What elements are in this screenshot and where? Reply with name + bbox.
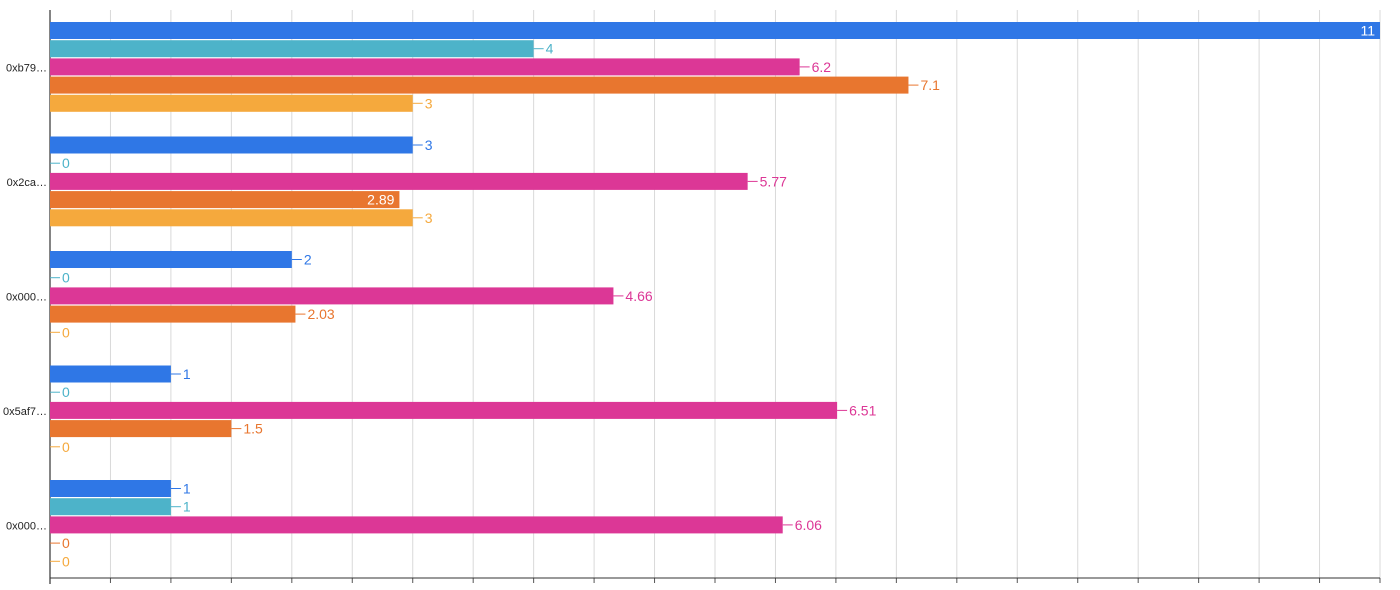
data-label: 2 xyxy=(304,252,312,268)
data-label: 3 xyxy=(425,95,433,111)
bar xyxy=(50,305,296,323)
bar xyxy=(50,498,171,516)
bar xyxy=(50,191,400,209)
bar xyxy=(50,516,783,534)
bar xyxy=(50,136,413,154)
data-label: 6.2 xyxy=(812,59,832,75)
bar xyxy=(50,58,800,76)
data-label: 4 xyxy=(546,41,554,57)
bar xyxy=(50,401,838,419)
data-label: 0 xyxy=(62,535,70,551)
category-label: 0x000… xyxy=(6,521,47,533)
data-label: 6.51 xyxy=(849,402,876,418)
category-label: 0x000… xyxy=(6,292,47,304)
data-label: 5.77 xyxy=(760,173,787,189)
bar xyxy=(50,209,413,227)
data-label: 1.5 xyxy=(243,421,263,437)
bar xyxy=(50,76,909,94)
data-label: 0 xyxy=(62,439,70,455)
data-label: 0 xyxy=(62,324,70,340)
data-label: 3 xyxy=(425,137,433,153)
bar xyxy=(50,287,614,305)
bar xyxy=(50,420,232,438)
category-label: 0x5af7… xyxy=(3,406,47,418)
data-label: 1 xyxy=(183,481,191,497)
data-label: 0 xyxy=(62,553,70,569)
category-label: 0x2ca… xyxy=(7,177,47,189)
bar xyxy=(50,22,1380,39)
data-label: 0 xyxy=(62,270,70,286)
data-label: 6.06 xyxy=(795,517,822,533)
data-label: 0 xyxy=(62,155,70,171)
bar xyxy=(50,172,748,190)
data-label: 2.89 xyxy=(367,192,394,208)
bar xyxy=(50,40,534,58)
data-label: 0 xyxy=(62,384,70,400)
data-label: 11 xyxy=(1360,23,1375,39)
data-label: 2.03 xyxy=(307,306,334,322)
category-label: 0xb79… xyxy=(6,63,47,75)
bar xyxy=(50,94,413,112)
data-label: 1 xyxy=(183,366,191,382)
data-label: 3 xyxy=(425,210,433,226)
data-label: 1 xyxy=(183,499,191,515)
bar xyxy=(50,251,292,268)
bar xyxy=(50,480,171,497)
data-label: 4.66 xyxy=(625,288,652,304)
data-label: 7.1 xyxy=(920,77,940,93)
bar xyxy=(50,365,171,383)
